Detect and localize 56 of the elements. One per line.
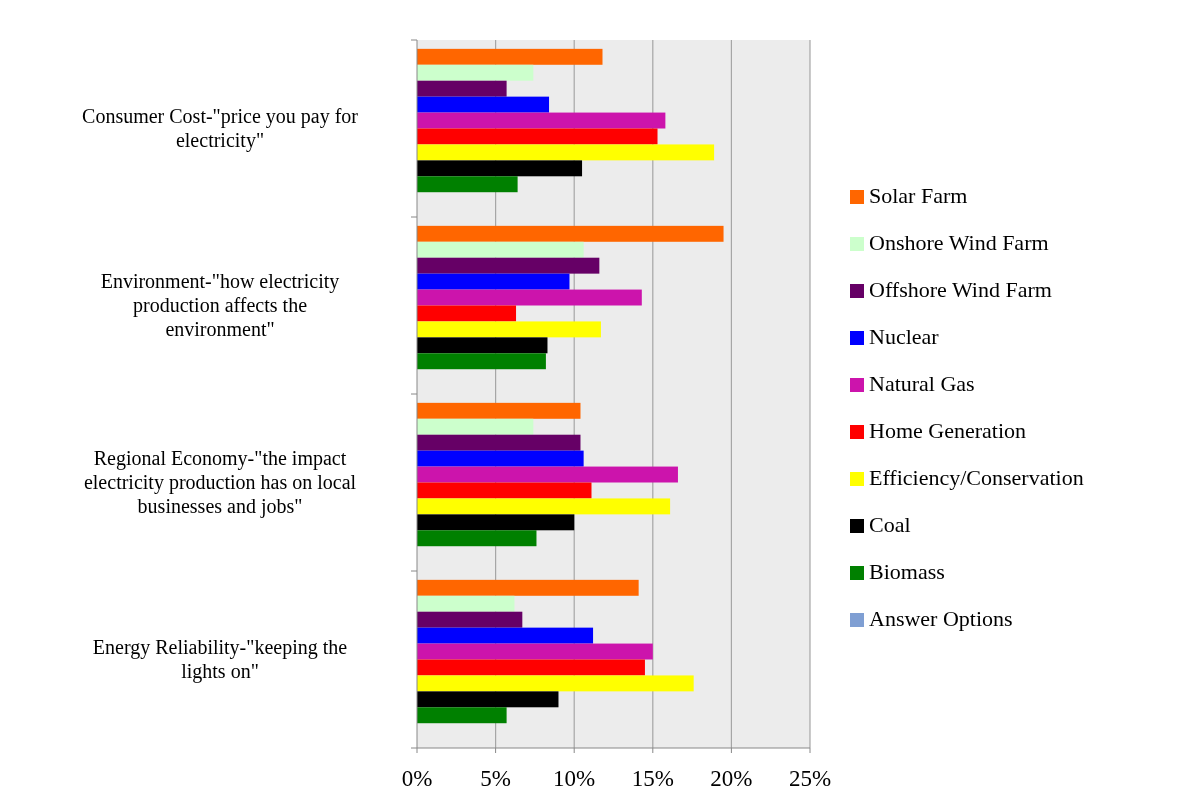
bar <box>417 498 671 515</box>
legend-label: Answer Options <box>869 606 1013 631</box>
legend-label: Home Generation <box>869 418 1026 443</box>
bar <box>417 225 724 242</box>
bar <box>417 418 534 435</box>
y-tick-label: Energy Reliability-"keeping the lights on" <box>92 635 348 683</box>
bar <box>417 434 581 451</box>
bar <box>417 176 518 193</box>
bar <box>417 337 548 354</box>
bar <box>417 611 523 628</box>
bar <box>417 64 534 81</box>
legend-label: Offshore Wind Farm <box>869 277 1052 302</box>
x-tick-label: 10% <box>553 766 596 791</box>
bar <box>417 627 594 644</box>
x-tick-label: 20% <box>710 766 753 791</box>
bar <box>417 579 639 596</box>
bar <box>417 450 584 467</box>
y-tick-label: Consumer Cost-"price you pay for electricity" <box>82 104 359 152</box>
bar <box>417 112 666 129</box>
bar <box>417 128 658 145</box>
bar <box>417 691 559 708</box>
bar <box>417 353 546 370</box>
bar <box>417 160 583 177</box>
y-tick-label: Regional Economy-"the impact electricity production has on local businesses and jobs" <box>83 446 357 518</box>
bar <box>417 305 517 322</box>
bar <box>417 321 601 338</box>
bar <box>417 241 584 258</box>
bar <box>417 257 600 274</box>
bar <box>417 144 715 161</box>
bar <box>417 466 678 483</box>
x-tick-label: 25% <box>788 766 832 791</box>
x-tick-label: 5% <box>480 766 511 791</box>
bar <box>417 289 642 306</box>
bar <box>417 96 550 113</box>
legend-label: Natural Gas <box>869 371 975 396</box>
bar <box>417 707 507 724</box>
legend-label: Solar Farm <box>869 183 968 208</box>
legend-label: Biomass <box>869 559 945 584</box>
bar <box>417 675 694 692</box>
legend-label: Nuclear <box>869 324 940 349</box>
bar <box>417 595 515 612</box>
bar <box>417 514 575 531</box>
legend-label: Efficiency/Conservation <box>869 465 1084 490</box>
bar <box>417 659 645 676</box>
bar <box>417 482 592 499</box>
y-tick-label: Environment-"how electricity production affects the environment" <box>100 269 340 340</box>
x-tick-label: 0% <box>401 766 433 791</box>
x-tick-label: 15% <box>631 766 674 791</box>
legend-label: Coal <box>869 512 911 537</box>
bar <box>417 643 653 660</box>
bar <box>417 48 603 65</box>
bar <box>417 530 537 547</box>
bar <box>417 273 570 290</box>
bar <box>417 80 507 97</box>
legend-label: Onshore Wind Farm <box>869 230 1049 255</box>
bar <box>417 402 581 419</box>
